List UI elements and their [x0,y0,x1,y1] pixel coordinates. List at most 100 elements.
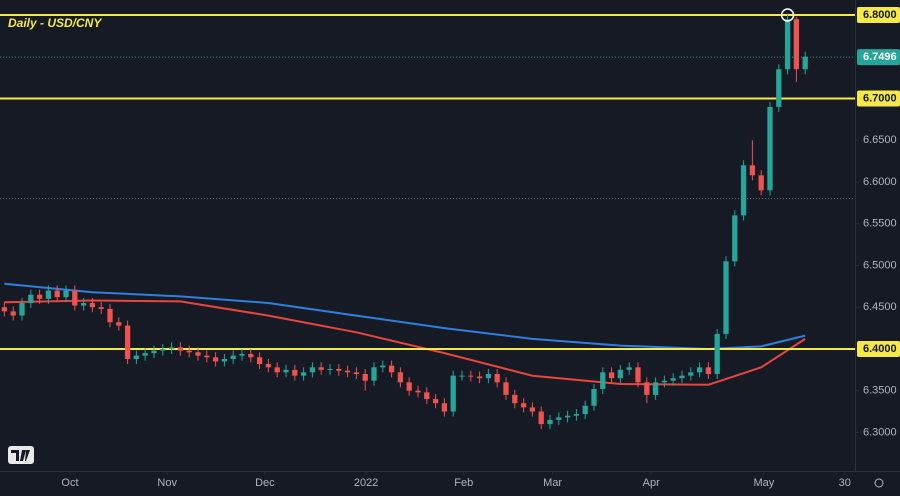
candle-body [168,347,175,349]
candle-body [758,175,764,191]
candle-body [793,19,800,70]
candle-body [89,303,96,308]
candle-body [688,372,694,376]
candle-body [388,365,395,373]
candle-body [732,215,738,262]
candle-body [415,390,421,393]
x-tick-label: 2022 [354,477,378,489]
y-tick-label: 6.8000 [863,9,897,21]
candle-body [221,358,228,362]
x-tick-label: Feb [454,477,473,489]
candle-body [441,403,448,412]
x-tick-label: Apr [643,477,660,489]
candle-body [10,311,16,316]
candle-body [723,261,729,334]
y-tick-label: 6.6000 [863,176,897,188]
candle-body [802,56,808,70]
candle-body [476,376,483,379]
candle-body [283,369,289,373]
candle-body [705,367,712,374]
candle-body [63,290,69,298]
tv-logo [8,446,34,464]
candle-body [344,370,351,373]
y-tick-label: 6.3500 [863,385,897,397]
x-tick-label: Dec [255,477,275,489]
y-tick-label: 6.6500 [863,134,897,146]
candle-body [432,399,439,404]
level-label-box [857,90,900,107]
candle-body [256,357,263,364]
candle-body [318,367,324,370]
candle-body [160,348,166,351]
candle-body [714,333,720,374]
candle-body [644,382,650,395]
candle-body [353,372,360,374]
candle-body [670,378,676,381]
candle-body [116,322,122,326]
candle-body [538,411,544,425]
candle-body [72,290,78,306]
candle-body [265,363,272,368]
candle-body [529,407,536,412]
candle-body [142,353,148,356]
candle-body [582,405,588,415]
candle-body [98,307,104,309]
candle-body [80,303,87,306]
candle-body [28,294,34,304]
x-tick-label: Mar [543,477,562,489]
candle-body [547,419,553,425]
x-tick-label: Nov [157,477,177,489]
candle-body [292,369,298,376]
candle-body [776,69,782,107]
candle-body [36,294,43,299]
moving-average [4,299,806,386]
candle-body [186,350,192,353]
settings-icon[interactable] [874,478,884,488]
candle-body [177,347,184,351]
candle-body [248,353,254,358]
candle-body [591,389,597,406]
candle-body [784,19,791,70]
last-price-label: 6.7496 [863,51,897,63]
candle-body [300,372,307,376]
candle-body [661,380,668,383]
candle-body [371,367,377,381]
candle-body [54,290,60,298]
candle-body [600,372,606,390]
candle-body [107,308,113,323]
candle-body [749,165,756,176]
candle-body [459,375,465,377]
candle-body [520,403,527,408]
candle-body [573,414,580,416]
candle-body [274,367,280,373]
candle-body [503,382,509,395]
candle-body [406,382,412,391]
candle-body [309,367,316,373]
candle-body [124,325,131,359]
x-tick-label: 30 [839,477,851,489]
candle-body [397,372,404,383]
candle-body [512,394,518,404]
y-tick-label: 6.4000 [863,343,897,355]
candle-body [617,369,624,379]
candle-body [195,352,201,356]
candle-body [767,106,773,191]
chart-title: Daily - USD/CNY [8,16,102,30]
candle-body [485,373,492,379]
candle-body [230,355,236,359]
candle-body [19,303,25,316]
candle-body [679,375,685,379]
candle-body [740,165,747,216]
candle-body [45,290,52,299]
candle-body [239,353,245,356]
y-tick-label: 6.3000 [863,426,897,438]
candle-body [380,365,386,368]
candle-body [626,367,632,370]
candle-body [652,382,659,395]
moving-average [4,282,806,351]
candle-body [1,307,8,312]
candle-body [204,355,210,358]
candle-body [362,373,368,381]
candle-body [608,372,615,379]
